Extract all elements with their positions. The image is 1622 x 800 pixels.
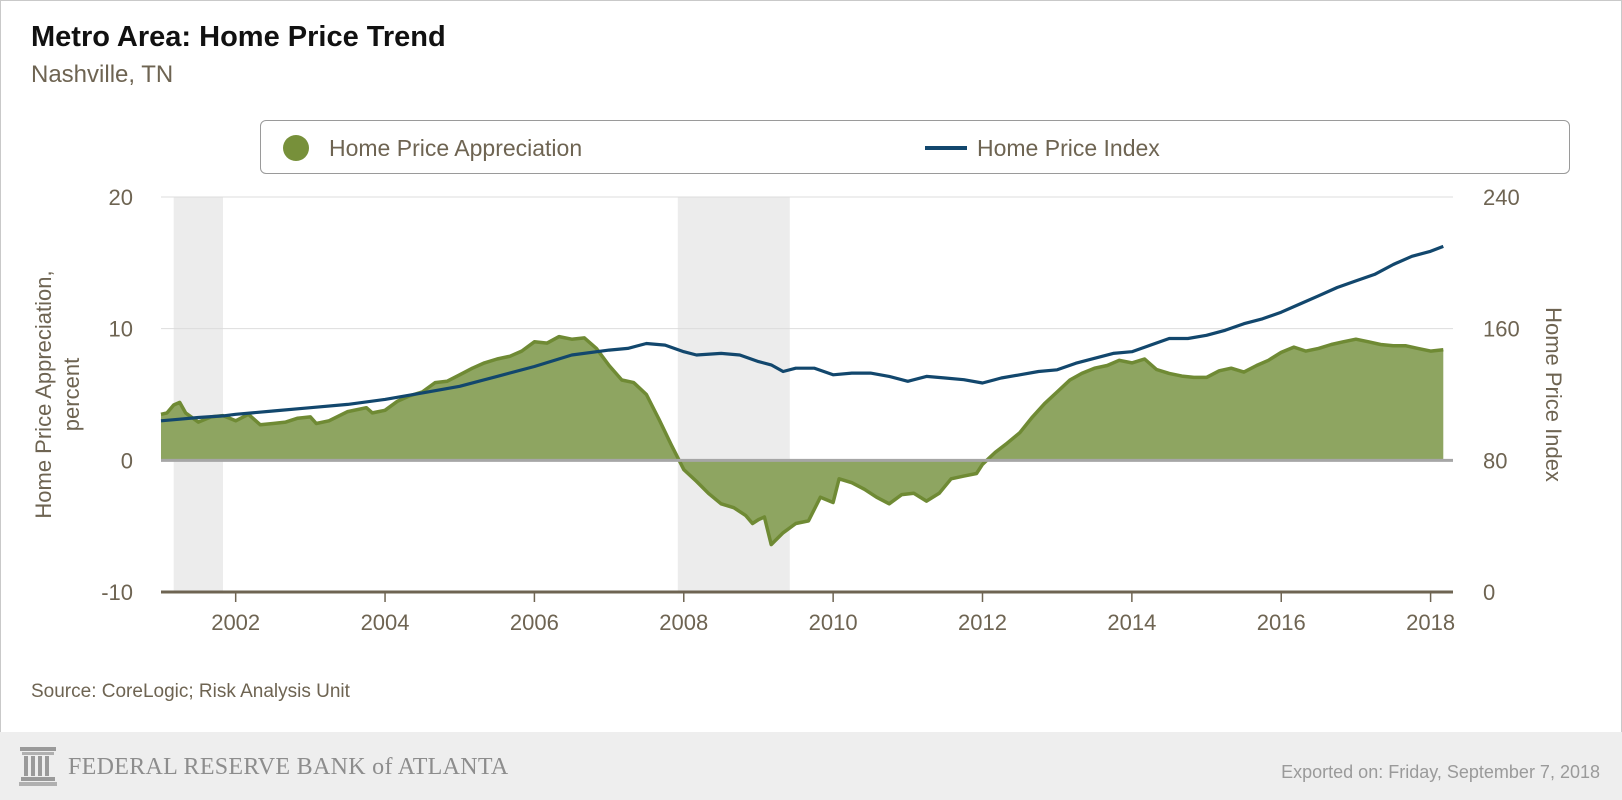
export-date: Exported on: Friday, September 7, 2018 (1281, 762, 1600, 782)
y-right-axis-title: Home Price Index (1541, 307, 1566, 482)
legend-item-index[interactable]: Home Price Index (925, 121, 1160, 175)
legend-item-appreciation[interactable]: Home Price Appreciation (283, 121, 582, 175)
x-tick-label: 2006 (510, 610, 559, 635)
legend-line-icon (925, 146, 967, 150)
x-tick-label: 2008 (659, 610, 708, 635)
x-tick-label: 2012 (958, 610, 1007, 635)
recession-band-0 (173, 197, 223, 592)
fed-building-icon (19, 747, 57, 786)
appreciation-area (161, 336, 1444, 545)
y-right-tick-label: 240 (1483, 185, 1520, 210)
y-left-axis-title: Home Price Appreciation, percent (31, 270, 84, 518)
chart-subtitle: Nashville, TN (31, 61, 174, 88)
source-note: Source: CoreLogic; Risk Analysis Unit (31, 681, 350, 702)
x-tick-label: 2018 (1406, 610, 1455, 635)
x-tick-label: 2002 (211, 610, 260, 635)
y-left-tick-label: 10 (109, 317, 133, 342)
appreciation-line (160, 334, 1444, 547)
organization-name: FEDERAL RESERVE BANK of ATLANTA (68, 754, 509, 781)
legend-circle-icon (283, 135, 309, 161)
chart-legend: Home Price Appreciation Home Price Index (260, 120, 1570, 174)
y-left-tick-label: -10 (101, 580, 133, 605)
organization-text: FEDERAL RESERVE BANK of ATLANTA (68, 754, 509, 780)
chart-title: Metro Area: Home Price Trend (31, 21, 446, 53)
y-left-tick-label: 0 (121, 448, 133, 473)
x-tick-label: 2004 (361, 610, 410, 635)
index-line (160, 244, 1444, 423)
x-tick-label: 2010 (809, 610, 858, 635)
x-tick-label: 2016 (1257, 610, 1306, 635)
legend-label-appreciation: Home Price Appreciation (329, 134, 583, 161)
y-left-tick-label: 20 (109, 185, 133, 210)
x-tick-label: 2014 (1107, 610, 1156, 635)
footer: FEDERAL RESERVE BANK of ATLANTA Exported… (0, 732, 1622, 800)
y-right-tick-label: 160 (1483, 317, 1520, 342)
y-right-tick-label: 80 (1483, 448, 1507, 473)
legend-label-index: Home Price Index (977, 134, 1160, 161)
y-right-tick-label: 0 (1483, 580, 1495, 605)
